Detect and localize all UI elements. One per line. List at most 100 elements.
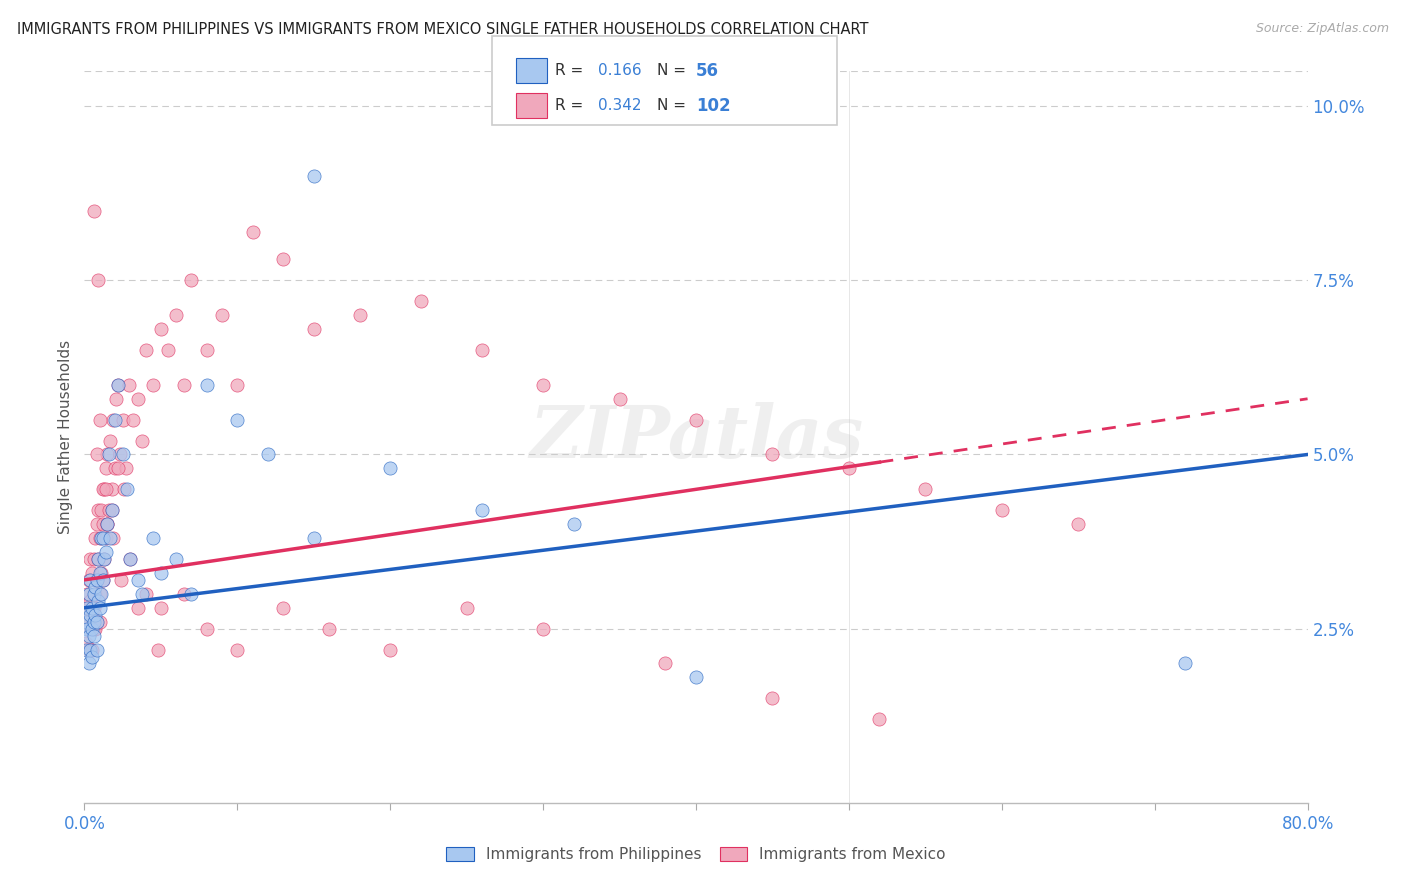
Point: [87, 552, 110, 566]
Point: [127, 573, 149, 587]
Point: [98, 531, 121, 545]
Point: [77, 622, 100, 636]
Point: [111, 448, 134, 462]
Point: [122, 412, 145, 426]
Point: [75, 642, 97, 657]
Text: 0.166: 0.166: [598, 63, 641, 78]
Point: [83, 552, 105, 566]
Point: [131, 587, 153, 601]
Point: [90, 503, 112, 517]
Point: [104, 412, 127, 426]
Point: [180, 273, 202, 287]
Point: [90, 566, 112, 580]
Point: [609, 392, 631, 406]
Point: [226, 377, 249, 392]
Point: [87, 503, 110, 517]
Point: [242, 225, 264, 239]
Point: [97, 503, 120, 517]
Point: [80, 649, 103, 664]
Point: [83, 615, 105, 629]
Point: [302, 169, 325, 183]
Point: [257, 448, 280, 462]
Point: [79, 642, 101, 657]
Point: [79, 573, 101, 587]
Point: [93, 552, 115, 566]
Point: [91, 483, 114, 497]
Point: [83, 622, 105, 636]
Text: ZIPatlas: ZIPatlas: [529, 401, 863, 473]
Legend: Immigrants from Philippines, Immigrants from Mexico: Immigrants from Philippines, Immigrants …: [440, 841, 952, 868]
Point: [80, 607, 103, 622]
Point: [105, 392, 128, 406]
Text: 56: 56: [696, 62, 718, 79]
Point: [76, 615, 98, 629]
Point: [91, 573, 114, 587]
Point: [89, 566, 111, 580]
Point: [86, 573, 108, 587]
Point: [76, 622, 98, 636]
Point: [531, 622, 554, 636]
Point: [991, 503, 1014, 517]
Point: [93, 483, 115, 497]
Point: [75, 615, 97, 629]
Point: [226, 412, 249, 426]
Point: [75, 635, 97, 649]
Point: [142, 377, 165, 392]
Point: [107, 377, 129, 392]
Point: [1067, 517, 1090, 532]
Point: [86, 517, 108, 532]
Point: [165, 308, 187, 322]
Point: [380, 642, 402, 657]
Point: [76, 600, 98, 615]
Point: [180, 587, 202, 601]
Point: [654, 657, 676, 671]
Point: [135, 587, 157, 601]
Point: [76, 587, 98, 601]
Point: [91, 531, 114, 545]
Point: [91, 573, 114, 587]
Point: [77, 657, 100, 671]
Point: [471, 343, 494, 357]
Point: [97, 448, 120, 462]
Point: [111, 412, 134, 426]
Point: [86, 615, 108, 629]
Point: [94, 531, 117, 545]
Point: [349, 308, 371, 322]
Point: [83, 203, 105, 218]
Point: [84, 580, 107, 594]
Point: [226, 642, 249, 657]
Text: 0.342: 0.342: [598, 98, 641, 113]
Point: [87, 594, 110, 608]
Point: [685, 412, 707, 426]
Point: [127, 392, 149, 406]
Point: [104, 461, 127, 475]
Point: [165, 552, 187, 566]
Point: [89, 587, 111, 601]
Point: [79, 552, 101, 566]
Point: [302, 531, 325, 545]
Point: [96, 448, 118, 462]
Text: 102: 102: [696, 97, 731, 115]
Point: [94, 545, 117, 559]
Point: [79, 607, 101, 622]
Point: [96, 517, 118, 532]
Point: [149, 322, 172, 336]
Point: [562, 517, 585, 532]
Y-axis label: Single Father Households: Single Father Households: [58, 340, 73, 534]
Point: [318, 622, 340, 636]
Point: [456, 600, 478, 615]
Point: [94, 483, 117, 497]
Point: [108, 448, 131, 462]
Point: [84, 607, 107, 622]
Point: [77, 587, 100, 601]
Point: [77, 573, 100, 587]
Point: [112, 483, 135, 497]
Point: [89, 412, 111, 426]
Point: [146, 642, 169, 657]
Point: [195, 377, 218, 392]
Point: [84, 587, 107, 601]
Point: [77, 642, 100, 657]
Point: [135, 343, 157, 357]
Point: [90, 531, 112, 545]
Point: [271, 252, 294, 267]
